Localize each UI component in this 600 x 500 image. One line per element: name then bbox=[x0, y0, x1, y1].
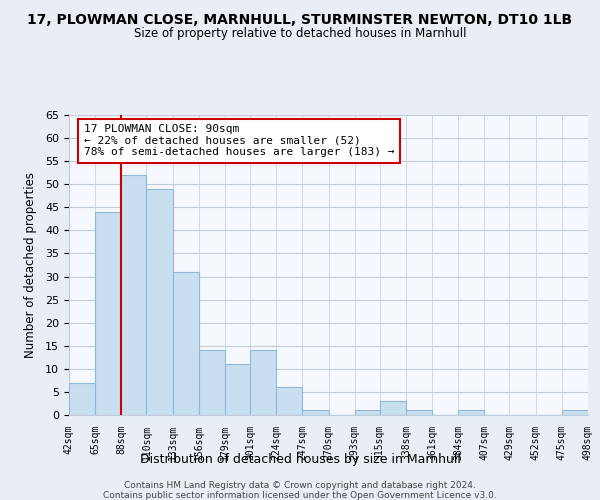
Bar bbox=[95, 212, 121, 415]
Bar bbox=[458, 410, 484, 415]
Text: Distribution of detached houses by size in Marnhull: Distribution of detached houses by size … bbox=[140, 452, 460, 466]
Bar bbox=[250, 350, 276, 415]
Y-axis label: Number of detached properties: Number of detached properties bbox=[24, 172, 37, 358]
Bar bbox=[276, 388, 302, 415]
Text: 17, PLOWMAN CLOSE, MARNHULL, STURMINSTER NEWTON, DT10 1LB: 17, PLOWMAN CLOSE, MARNHULL, STURMINSTER… bbox=[28, 12, 572, 26]
Bar bbox=[302, 410, 329, 415]
Text: 17 PLOWMAN CLOSE: 90sqm
← 22% of detached houses are smaller (52)
78% of semi-de: 17 PLOWMAN CLOSE: 90sqm ← 22% of detache… bbox=[84, 124, 394, 158]
Bar bbox=[121, 175, 146, 415]
Bar bbox=[146, 189, 173, 415]
Bar bbox=[355, 410, 380, 415]
Bar bbox=[173, 272, 199, 415]
Bar bbox=[562, 410, 588, 415]
Bar bbox=[69, 382, 95, 415]
Text: Size of property relative to detached houses in Marnhull: Size of property relative to detached ho… bbox=[134, 28, 466, 40]
Bar bbox=[380, 401, 406, 415]
Text: Contains public sector information licensed under the Open Government Licence v3: Contains public sector information licen… bbox=[103, 491, 497, 500]
Bar bbox=[199, 350, 225, 415]
Bar bbox=[225, 364, 250, 415]
Text: Contains HM Land Registry data © Crown copyright and database right 2024.: Contains HM Land Registry data © Crown c… bbox=[124, 481, 476, 490]
Bar bbox=[406, 410, 432, 415]
